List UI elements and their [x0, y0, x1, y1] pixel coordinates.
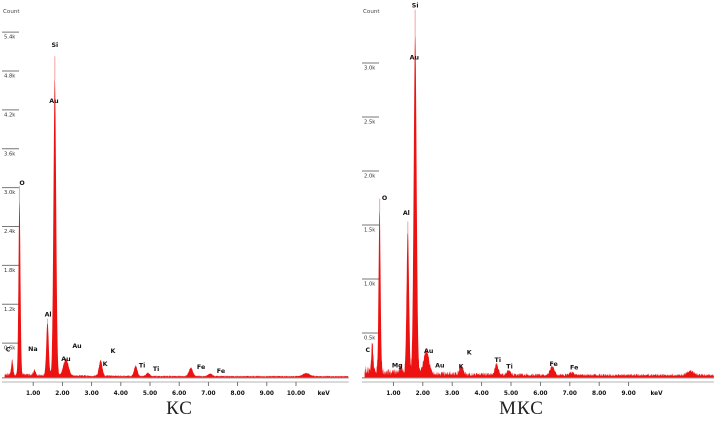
mkc-caption: МКС — [499, 398, 544, 419]
x-tick-label: 2.00 — [55, 391, 69, 397]
y-tick-label: 0.5k — [364, 336, 375, 342]
y-tick-label: 2.0k — [364, 174, 375, 180]
peak-label-c: C — [6, 347, 11, 354]
y-tick-label: 2.4k — [4, 229, 15, 235]
x-axis-unit-label: keV — [650, 391, 663, 397]
y-axis-title: Count — [363, 9, 380, 15]
peak-label-k: K — [459, 363, 465, 370]
peak-label-fe: Fe — [549, 361, 557, 368]
peak-label-al: Al — [45, 312, 52, 319]
x-tick-label: 6.00 — [533, 391, 547, 397]
x-tick-label: 3.00 — [84, 391, 98, 397]
peak-label-k: K — [467, 349, 473, 356]
y-tick-label: 3.0k — [364, 66, 375, 72]
y-tick-label: 1.8k — [4, 268, 15, 274]
peak-label-ti: Ti — [139, 362, 145, 369]
y-tick-label: 5.4k — [4, 35, 15, 41]
kc-spectrum-chart: Count 5.4k 4.8k 4.2k 3.6k 3.0k 2.4k 1.8k 1.2k 0.6… — [0, 0, 359, 428]
x-tick-label: 7.00 — [563, 391, 577, 397]
y-tick-label: 1.0k — [364, 282, 375, 288]
peak-label-o: O — [19, 180, 25, 187]
peak-label-si: Si — [51, 42, 58, 49]
mkc-spectrum-plot: Count 3.0k 2.5k 2.0k 1.5k 1.0k 0.5k 1.00 2.00 3.0… — [362, 3, 714, 397]
y-tick-label: 0.6k — [4, 346, 15, 352]
peak-label-au: Au — [435, 362, 444, 369]
peak-label-fe: Fe — [570, 364, 578, 371]
x-tick-label: 6.00 — [172, 391, 186, 397]
peak-label-o: O — [382, 195, 388, 202]
x-tick-label: 2.00 — [416, 391, 430, 397]
y-tick-label: 4.8k — [4, 74, 15, 80]
x-tick-label: 8.00 — [592, 391, 606, 397]
x-tick-label: 10.00 — [287, 391, 305, 397]
peak-label-fe: Fe — [217, 368, 225, 375]
peak-label-k: K — [103, 361, 109, 368]
peak-label-au: Au — [49, 98, 58, 105]
peak-label-ti: Ti — [495, 357, 501, 364]
peak-label-au: Au — [72, 343, 81, 350]
peak-label-na: Na — [28, 346, 38, 353]
peak-label-au: Au — [410, 54, 419, 61]
x-tick-label: 9.00 — [621, 391, 635, 397]
x-tick-label: 3.00 — [445, 391, 459, 397]
kc-caption: КС — [166, 398, 193, 419]
x-tick-label: 8.00 — [230, 391, 244, 397]
x-tick-label: 4.00 — [114, 391, 128, 397]
kc-spectrum-plot: Count 5.4k 4.8k 4.2k 3.6k 3.0k 2.4k 1.8k 1.2k 0.6… — [2, 9, 349, 397]
spectrum-area — [4, 77, 349, 378]
y-tick-label: 2.5k — [364, 120, 375, 126]
peak-label-ti: Ti — [506, 363, 512, 370]
mkc-spectrum-chart: Count 3.0k 2.5k 2.0k 1.5k 1.0k 0.5k 1.00 2.00 3.0… — [360, 0, 719, 428]
x-tick-label: 9.00 — [260, 391, 274, 397]
x-tick-label: 4.00 — [474, 391, 488, 397]
y-tick-label: 1.2k — [4, 307, 15, 313]
peak-label-au: Au — [61, 356, 70, 363]
peak-label-fe: Fe — [197, 364, 205, 371]
y-tick-label: 3.6k — [4, 151, 15, 157]
peak-label-mg: Mg — [392, 362, 403, 369]
x-tick-label: 5.00 — [504, 391, 518, 397]
x-tick-label: 1.00 — [386, 391, 400, 397]
peak-label-c: C — [366, 347, 371, 354]
x-tick-label: 1.00 — [26, 391, 40, 397]
y-tick-label: 4.2k — [4, 112, 15, 118]
peak-label-al: Al — [403, 210, 410, 217]
y-tick-label: 3.0k — [4, 190, 15, 196]
y-tick-label: 1.5k — [364, 228, 375, 234]
spectrum-area — [364, 32, 714, 378]
y-axis-title: Count — [3, 9, 20, 15]
peak-label-ti: Ti — [153, 366, 159, 373]
peak-label-si: Si — [412, 3, 419, 10]
peak-label-au: Au — [424, 348, 433, 355]
peak-label-k: K — [110, 348, 116, 355]
x-tick-label: 7.00 — [201, 391, 215, 397]
x-tick-label: 5.00 — [143, 391, 157, 397]
x-axis-unit-label: keV — [318, 391, 331, 397]
